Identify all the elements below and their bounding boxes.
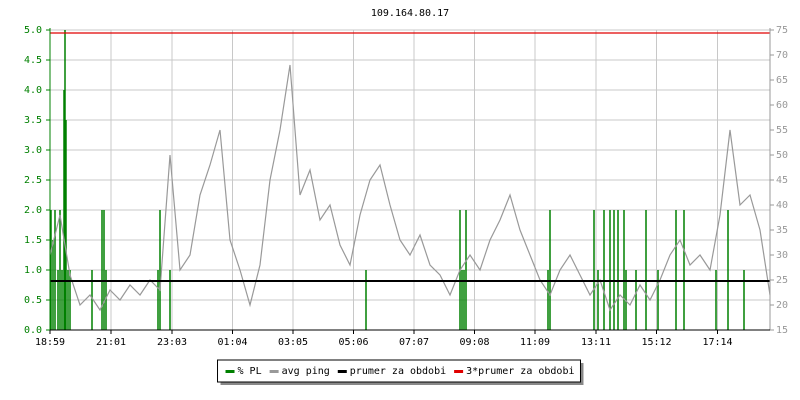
- y2-tick-label: 75: [776, 25, 788, 36]
- x-tick-label: 17:14: [702, 337, 732, 348]
- x-tick-label: 01:04: [217, 337, 247, 348]
- ping-line: [49, 64, 771, 312]
- x-tick-label: 11:09: [520, 337, 550, 348]
- x-tick-label: 09:08: [459, 337, 489, 348]
- y2-tick-label: 40: [776, 200, 788, 211]
- legend-swatch: [337, 370, 347, 373]
- legend-box: [217, 359, 581, 383]
- legend-label: prumer za obdobi: [350, 366, 446, 377]
- y2-tick-label: 45: [776, 175, 788, 186]
- legend-swatch: [454, 370, 464, 373]
- x-tick-label: 23:03: [157, 337, 187, 348]
- y2-tick-label: 25: [776, 275, 788, 286]
- y-tick-label: 2.5: [24, 175, 42, 186]
- legend-swatch: [225, 370, 235, 373]
- x-tick-label: 03:05: [278, 337, 308, 348]
- x-tick-label: 21:01: [96, 337, 126, 348]
- y-tick-label: 3.0: [24, 145, 42, 156]
- y-tick-label: 2.0: [24, 205, 42, 216]
- y2-tick-label: 35: [776, 225, 788, 236]
- legend: % PL avg ping prumer za obdobi 3*prumer za …: [217, 359, 584, 385]
- legend-label: % PL: [238, 366, 262, 377]
- y-tick-label: 4.5: [24, 55, 42, 66]
- y-tick-label: 0.0: [24, 325, 42, 336]
- x-tick-label: 05:06: [338, 337, 368, 348]
- y2-tick-label: 60: [776, 100, 788, 111]
- x-tick-label: 18:59: [35, 337, 65, 348]
- y2-tick-label: 20: [776, 300, 788, 311]
- y-tick-label: 3.5: [24, 115, 42, 126]
- y2-tick-label: 30: [776, 250, 788, 261]
- x-tick-label: 15:12: [641, 337, 671, 348]
- chart-title: 109.164.80.17: [371, 8, 449, 19]
- legend-swatch: [269, 370, 279, 373]
- x-tick-label: 13:11: [581, 337, 611, 348]
- y-tick-label: 1.0: [24, 265, 42, 276]
- y2-tick-label: 55: [776, 125, 788, 136]
- x-tick-label: 07:07: [399, 337, 429, 348]
- y-tick-label: 1.5: [24, 235, 42, 246]
- y2-tick-label: 50: [776, 150, 788, 161]
- y2-tick-label: 15: [776, 325, 788, 336]
- y-tick-label: 4.0: [24, 85, 42, 96]
- y-tick-label: 0.5: [24, 295, 42, 306]
- legend-label: avg ping: [282, 366, 330, 377]
- y2-tick-label: 70: [776, 50, 788, 61]
- y-tick-label: 5.0: [24, 25, 42, 36]
- y2-tick-label: 65: [776, 75, 788, 86]
- legend-label: 3*prumer za obdobi: [466, 366, 574, 377]
